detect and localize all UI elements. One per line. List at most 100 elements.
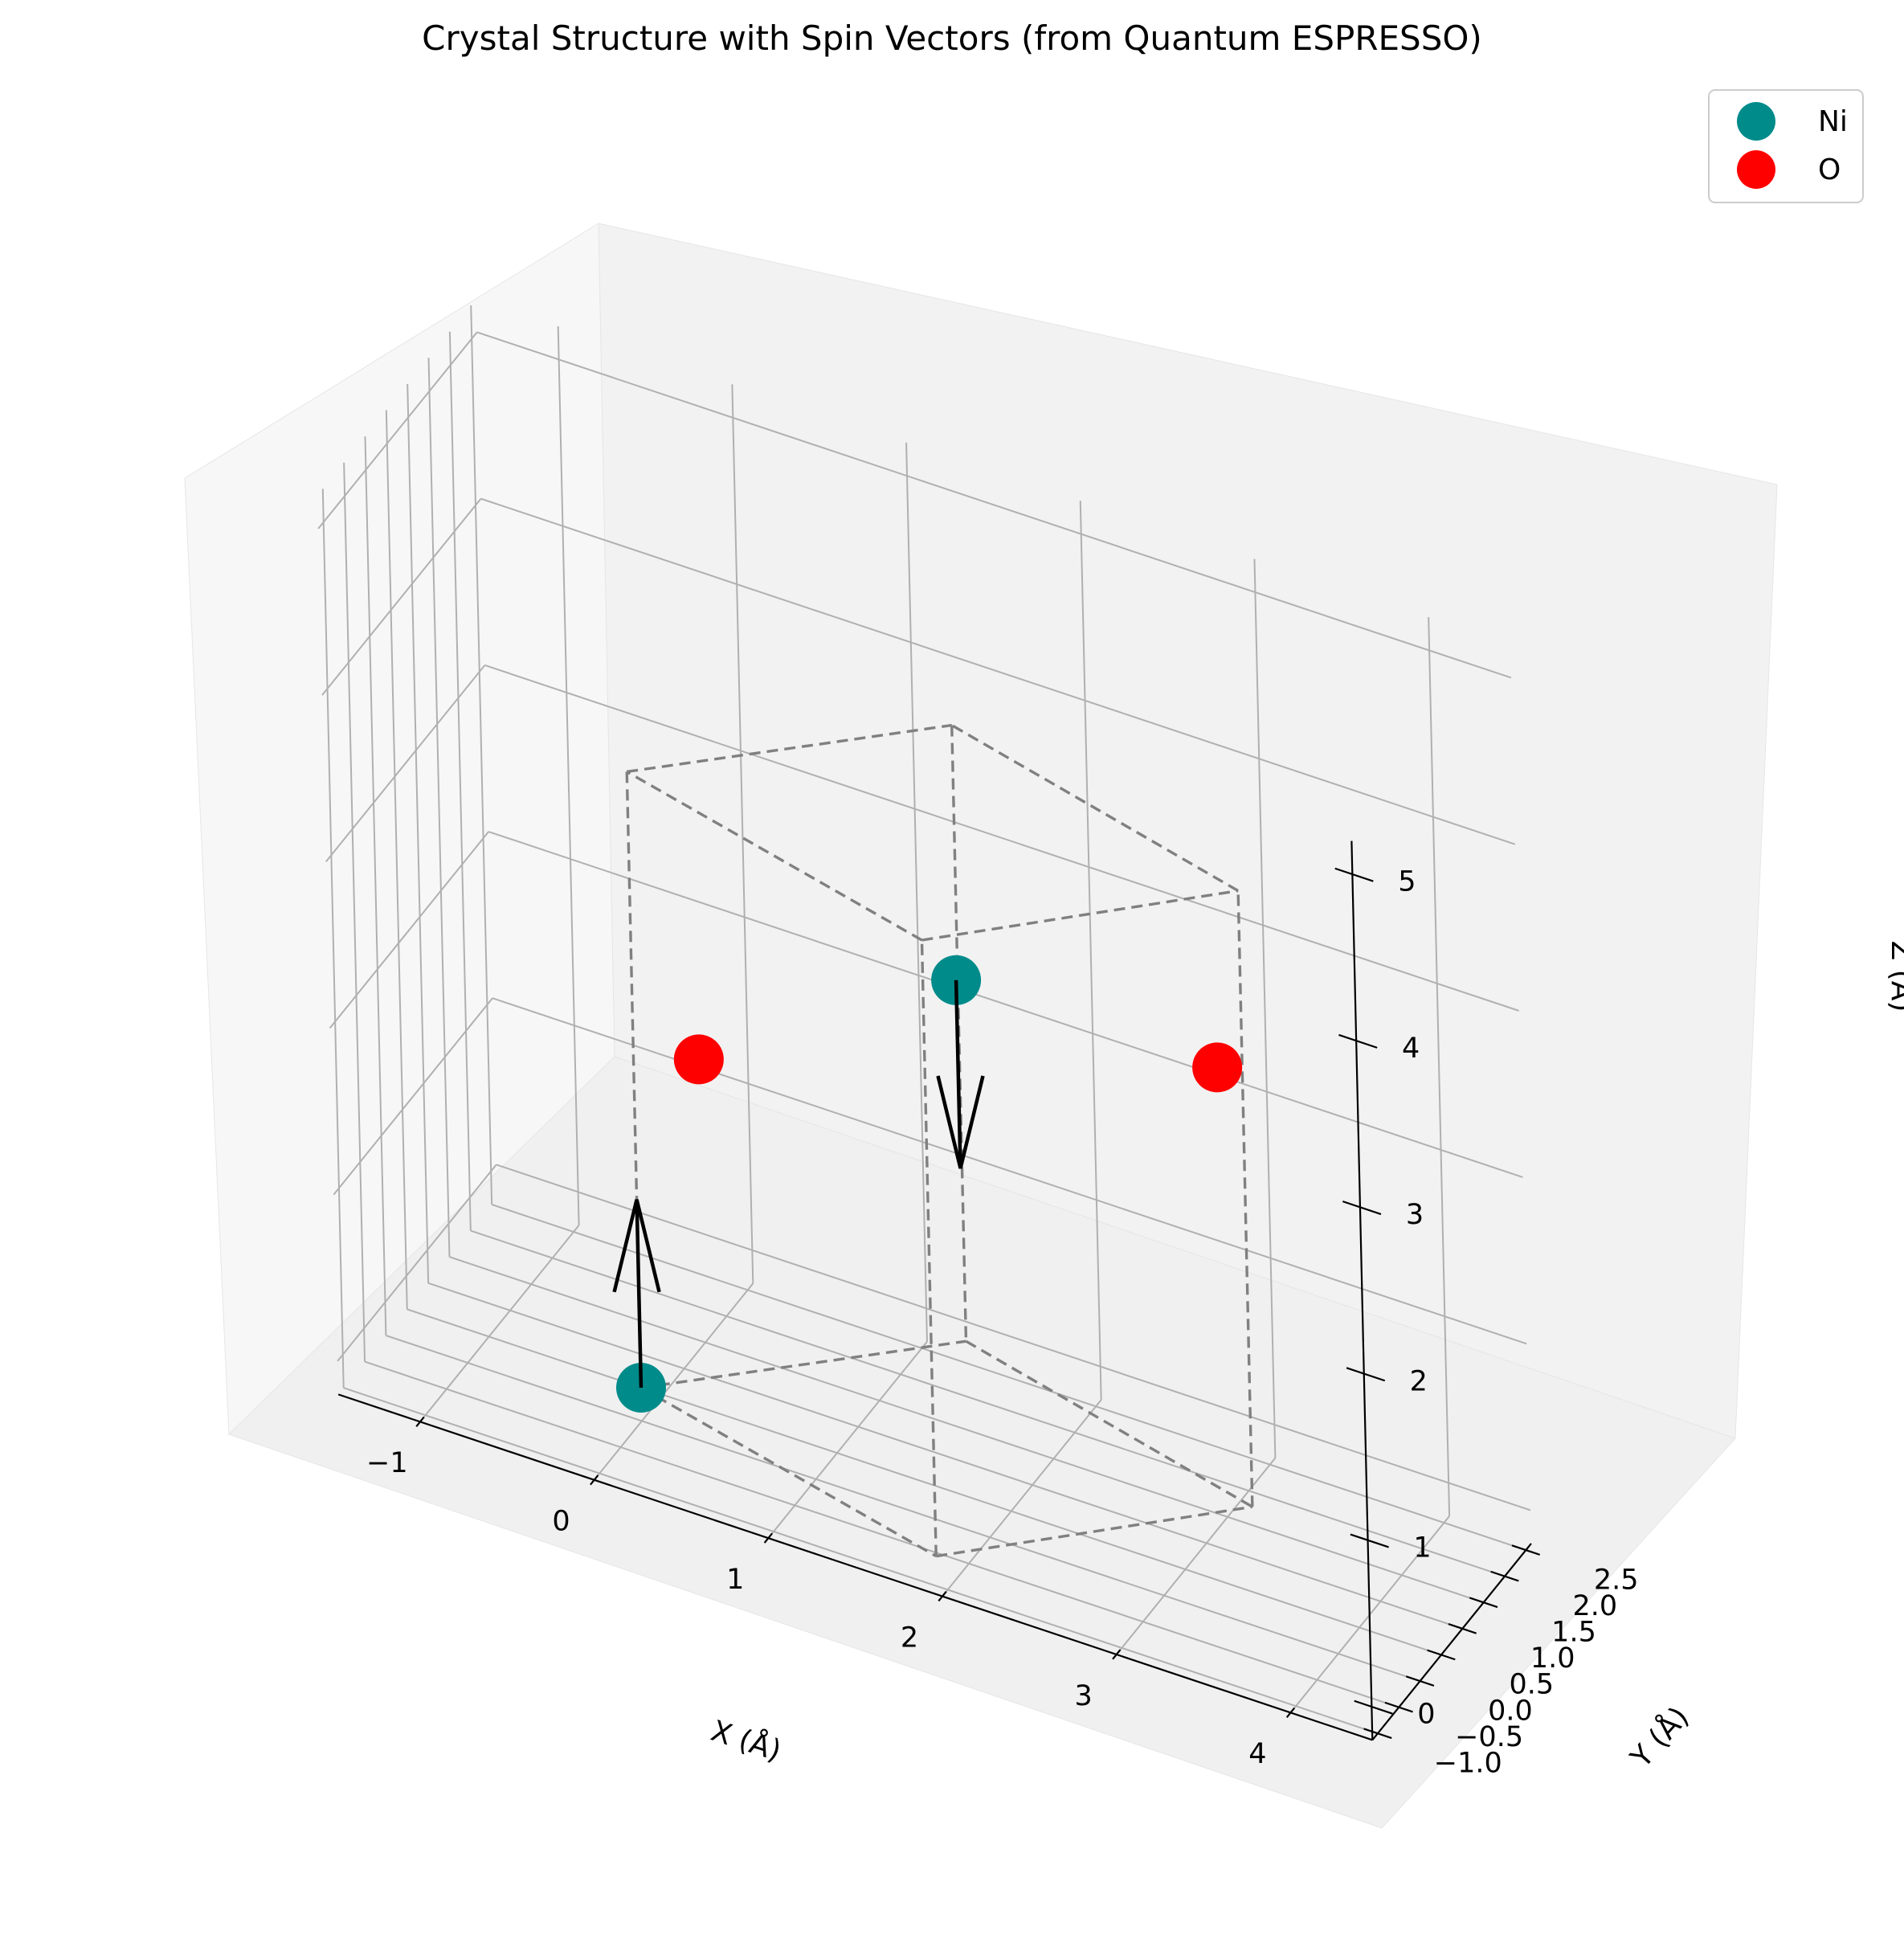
y-tick <box>1384 1701 1413 1713</box>
y-tick-label: −1.0 <box>1434 1747 1502 1779</box>
x-axis-line <box>337 1393 1373 1741</box>
grid-line-z <box>484 664 1519 1012</box>
chart-title: Crystal Structure with Spin Vectors (fro… <box>422 18 1482 58</box>
z-axis-line <box>1350 840 1374 1740</box>
floor-pane <box>228 1056 1736 1829</box>
grid-line-z <box>317 331 478 530</box>
x-tick <box>415 1416 425 1427</box>
unit-cell-edge <box>626 723 952 774</box>
grid-line-z <box>337 1164 497 1362</box>
grid-line-y <box>364 1360 1399 1708</box>
z-tick <box>1350 1533 1389 1548</box>
y-tick-label: 1.0 <box>1530 1642 1575 1675</box>
legend: Ni O <box>1708 89 1864 203</box>
grid-line-z <box>333 997 493 1196</box>
x-tick-label: 4 <box>1248 1738 1266 1770</box>
grid-line-z <box>321 497 482 696</box>
y-axis-label: Y (Å) <box>1623 1699 1695 1775</box>
z-tick-label: 2 <box>1410 1365 1428 1397</box>
z-tick <box>1354 1699 1393 1715</box>
y-tick <box>1427 1649 1456 1661</box>
y-tick-label: 0.0 <box>1488 1695 1533 1727</box>
grid-line-z <box>329 831 489 1029</box>
grid-line-x <box>1253 558 1277 1458</box>
x-tick-label: 3 <box>1075 1680 1093 1712</box>
z-tick-label: 4 <box>1402 1033 1420 1065</box>
x-tick-label: −1 <box>366 1447 408 1479</box>
unit-cell-edge <box>965 1339 1253 1508</box>
grid-line-x <box>557 325 580 1225</box>
x-tick-label: 1 <box>726 1564 744 1596</box>
x-tick <box>590 1474 599 1486</box>
grid-line-y <box>491 1204 1526 1552</box>
y-tick-label: 1.5 <box>1551 1616 1596 1648</box>
y-tick-label: −0.5 <box>1455 1721 1523 1753</box>
unit-cell-edge <box>1236 890 1254 1507</box>
z-tick-label: 3 <box>1406 1199 1424 1231</box>
grid-line-z <box>480 497 1516 845</box>
grid-line-y <box>385 410 408 1310</box>
x-tick-label: 0 <box>552 1506 570 1538</box>
z-tick-label: 1 <box>1413 1532 1431 1564</box>
x-tick <box>938 1591 947 1602</box>
grid-line-x <box>731 384 754 1284</box>
z-tick-labels: 0 1 2 3 4 5 <box>1398 866 1435 1731</box>
unit-cell-edge <box>950 724 1239 893</box>
tick-marks <box>415 867 1541 1740</box>
grid-line-y <box>427 1282 1463 1630</box>
x-tick-label: 2 <box>901 1622 918 1654</box>
grid-line-z <box>492 997 1527 1345</box>
grid-line-x <box>905 442 928 1342</box>
legend-label-ni: Ni <box>1818 105 1848 138</box>
y-tick <box>1363 1728 1392 1740</box>
x-tick <box>1112 1649 1122 1660</box>
grid-line-y <box>343 1387 1379 1735</box>
z-tick <box>1338 1033 1378 1049</box>
unit-cell-edge <box>921 889 1239 942</box>
grid-lines <box>317 305 1531 1735</box>
grid-line-z <box>325 665 486 862</box>
z-tick <box>1342 1200 1382 1216</box>
grid-line-y <box>364 436 387 1336</box>
grid-line-x <box>1079 501 1102 1401</box>
legend-marker-o <box>1737 150 1775 189</box>
grid-line-y <box>448 331 472 1231</box>
atom-o <box>673 1034 724 1085</box>
unit-cell-edge <box>640 1339 966 1389</box>
z-tick-label: 0 <box>1417 1699 1435 1731</box>
grid-line-y <box>386 1335 1420 1683</box>
grid-line-x <box>1428 616 1451 1516</box>
y-tick-labels: −1.0−0.50.00.51.01.52.02.5 <box>1434 1564 1639 1779</box>
grid-line-z <box>488 831 1523 1179</box>
grid-line-y <box>407 383 430 1283</box>
unit-cell-edge <box>626 770 923 942</box>
spin-vectors <box>612 980 985 1389</box>
y-tick <box>1469 1597 1498 1609</box>
x-tick <box>763 1532 773 1544</box>
grid-line-y <box>470 1229 1506 1577</box>
axes-panes <box>184 223 1778 1829</box>
grid-line-y <box>407 1308 1442 1656</box>
z-tick <box>1346 1367 1386 1382</box>
x-tick <box>1285 1707 1296 1718</box>
grid-line-z <box>476 331 1512 679</box>
grid-line-y <box>470 305 493 1205</box>
grid-line-y <box>449 1256 1484 1604</box>
x-axis-label: X (Å) <box>707 1713 786 1768</box>
grid-line-y <box>343 462 366 1362</box>
z-tick-label: 5 <box>1398 866 1416 898</box>
grid-line-z <box>496 1164 1531 1511</box>
z-axis-label: Z (Å) <box>1885 941 1904 1012</box>
z-tick <box>1334 867 1374 882</box>
x-tick-labels: −1 0 1 2 3 4 <box>366 1447 1266 1770</box>
y-tick-label: 2.5 <box>1594 1564 1639 1596</box>
spin-arrow-up <box>612 1199 661 1389</box>
atom-o <box>1192 1042 1243 1093</box>
spin-arrow-down <box>936 980 985 1169</box>
y-tick-label: 2.0 <box>1573 1590 1618 1622</box>
y-tick <box>1511 1544 1541 1556</box>
unit-cell-edge <box>920 939 938 1556</box>
y-tick-label: 0.5 <box>1509 1669 1554 1701</box>
unit-cell-edge <box>640 1386 938 1558</box>
